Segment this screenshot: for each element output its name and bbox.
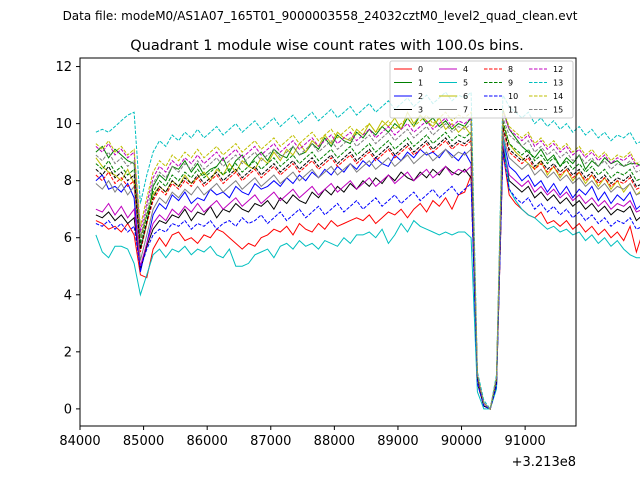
x-tick-label: 91000 bbox=[504, 434, 545, 449]
series-line-12 bbox=[95, 112, 640, 410]
legend-label-4: 4 bbox=[463, 65, 468, 74]
legend-label-0: 0 bbox=[418, 65, 423, 74]
legend-label-1: 1 bbox=[418, 79, 423, 88]
series-line-15 bbox=[95, 117, 640, 410]
x-tick-label: 84000 bbox=[59, 434, 100, 449]
y-tick-label: 4 bbox=[64, 288, 72, 303]
series-line-14 bbox=[95, 109, 640, 410]
series-line-7 bbox=[95, 134, 640, 410]
legend-label-6: 6 bbox=[463, 92, 468, 101]
series-line-1 bbox=[95, 109, 640, 410]
y-tick-label: 10 bbox=[55, 117, 72, 132]
series-line-8 bbox=[95, 129, 640, 410]
legend-label-2: 2 bbox=[418, 92, 423, 101]
series-line-11 bbox=[95, 126, 640, 410]
x-tick-label: 87000 bbox=[250, 434, 291, 449]
series-line-9 bbox=[95, 120, 640, 410]
legend-label-9: 9 bbox=[508, 79, 513, 88]
legend-label-10: 10 bbox=[508, 92, 518, 101]
legend-label-5: 5 bbox=[463, 79, 468, 88]
legend-label-12: 12 bbox=[553, 65, 563, 74]
legend-label-7: 7 bbox=[463, 106, 468, 115]
y-tick-label: 0 bbox=[64, 402, 72, 417]
legend-label-11: 11 bbox=[508, 106, 518, 115]
legend-box bbox=[389, 60, 574, 119]
x-tick-label: 90000 bbox=[441, 434, 482, 449]
y-tick-label: 2 bbox=[64, 345, 72, 360]
plot-area bbox=[79, 57, 577, 427]
y-tick-label: 8 bbox=[64, 174, 72, 189]
series-line-10 bbox=[95, 152, 640, 410]
y-tick-label: 12 bbox=[55, 60, 72, 75]
legend-label-13: 13 bbox=[553, 79, 563, 88]
series-line-13 bbox=[95, 91, 640, 411]
x-tick-label: 85000 bbox=[123, 434, 164, 449]
series-line-4 bbox=[95, 143, 640, 410]
series-line-5 bbox=[95, 132, 640, 410]
series-line-6 bbox=[95, 111, 640, 410]
series-layer bbox=[95, 91, 640, 411]
y-tick-label: 6 bbox=[64, 231, 72, 246]
legend-label-15: 15 bbox=[553, 106, 563, 115]
series-line-2 bbox=[95, 137, 640, 410]
x-tick-label: 88000 bbox=[314, 434, 355, 449]
x-offset-label: +3.213e8 bbox=[512, 455, 576, 470]
legend-label-8: 8 bbox=[508, 65, 513, 74]
legend-label-3: 3 bbox=[418, 106, 423, 115]
series-line-0 bbox=[95, 152, 640, 410]
chart-title: Quadrant 1 module wise count rates with … bbox=[130, 38, 524, 54]
axes-layer: 84000 85000 86000 87000 88000 89000 90000 91000… bbox=[55, 60, 545, 449]
legend-label-14: 14 bbox=[553, 92, 563, 101]
data-file-suptitle: Data file: modeM0/AS1A07_165T01_90000035… bbox=[63, 9, 578, 23]
x-tick-label: 86000 bbox=[186, 434, 227, 449]
x-tick-label: 89000 bbox=[377, 434, 418, 449]
